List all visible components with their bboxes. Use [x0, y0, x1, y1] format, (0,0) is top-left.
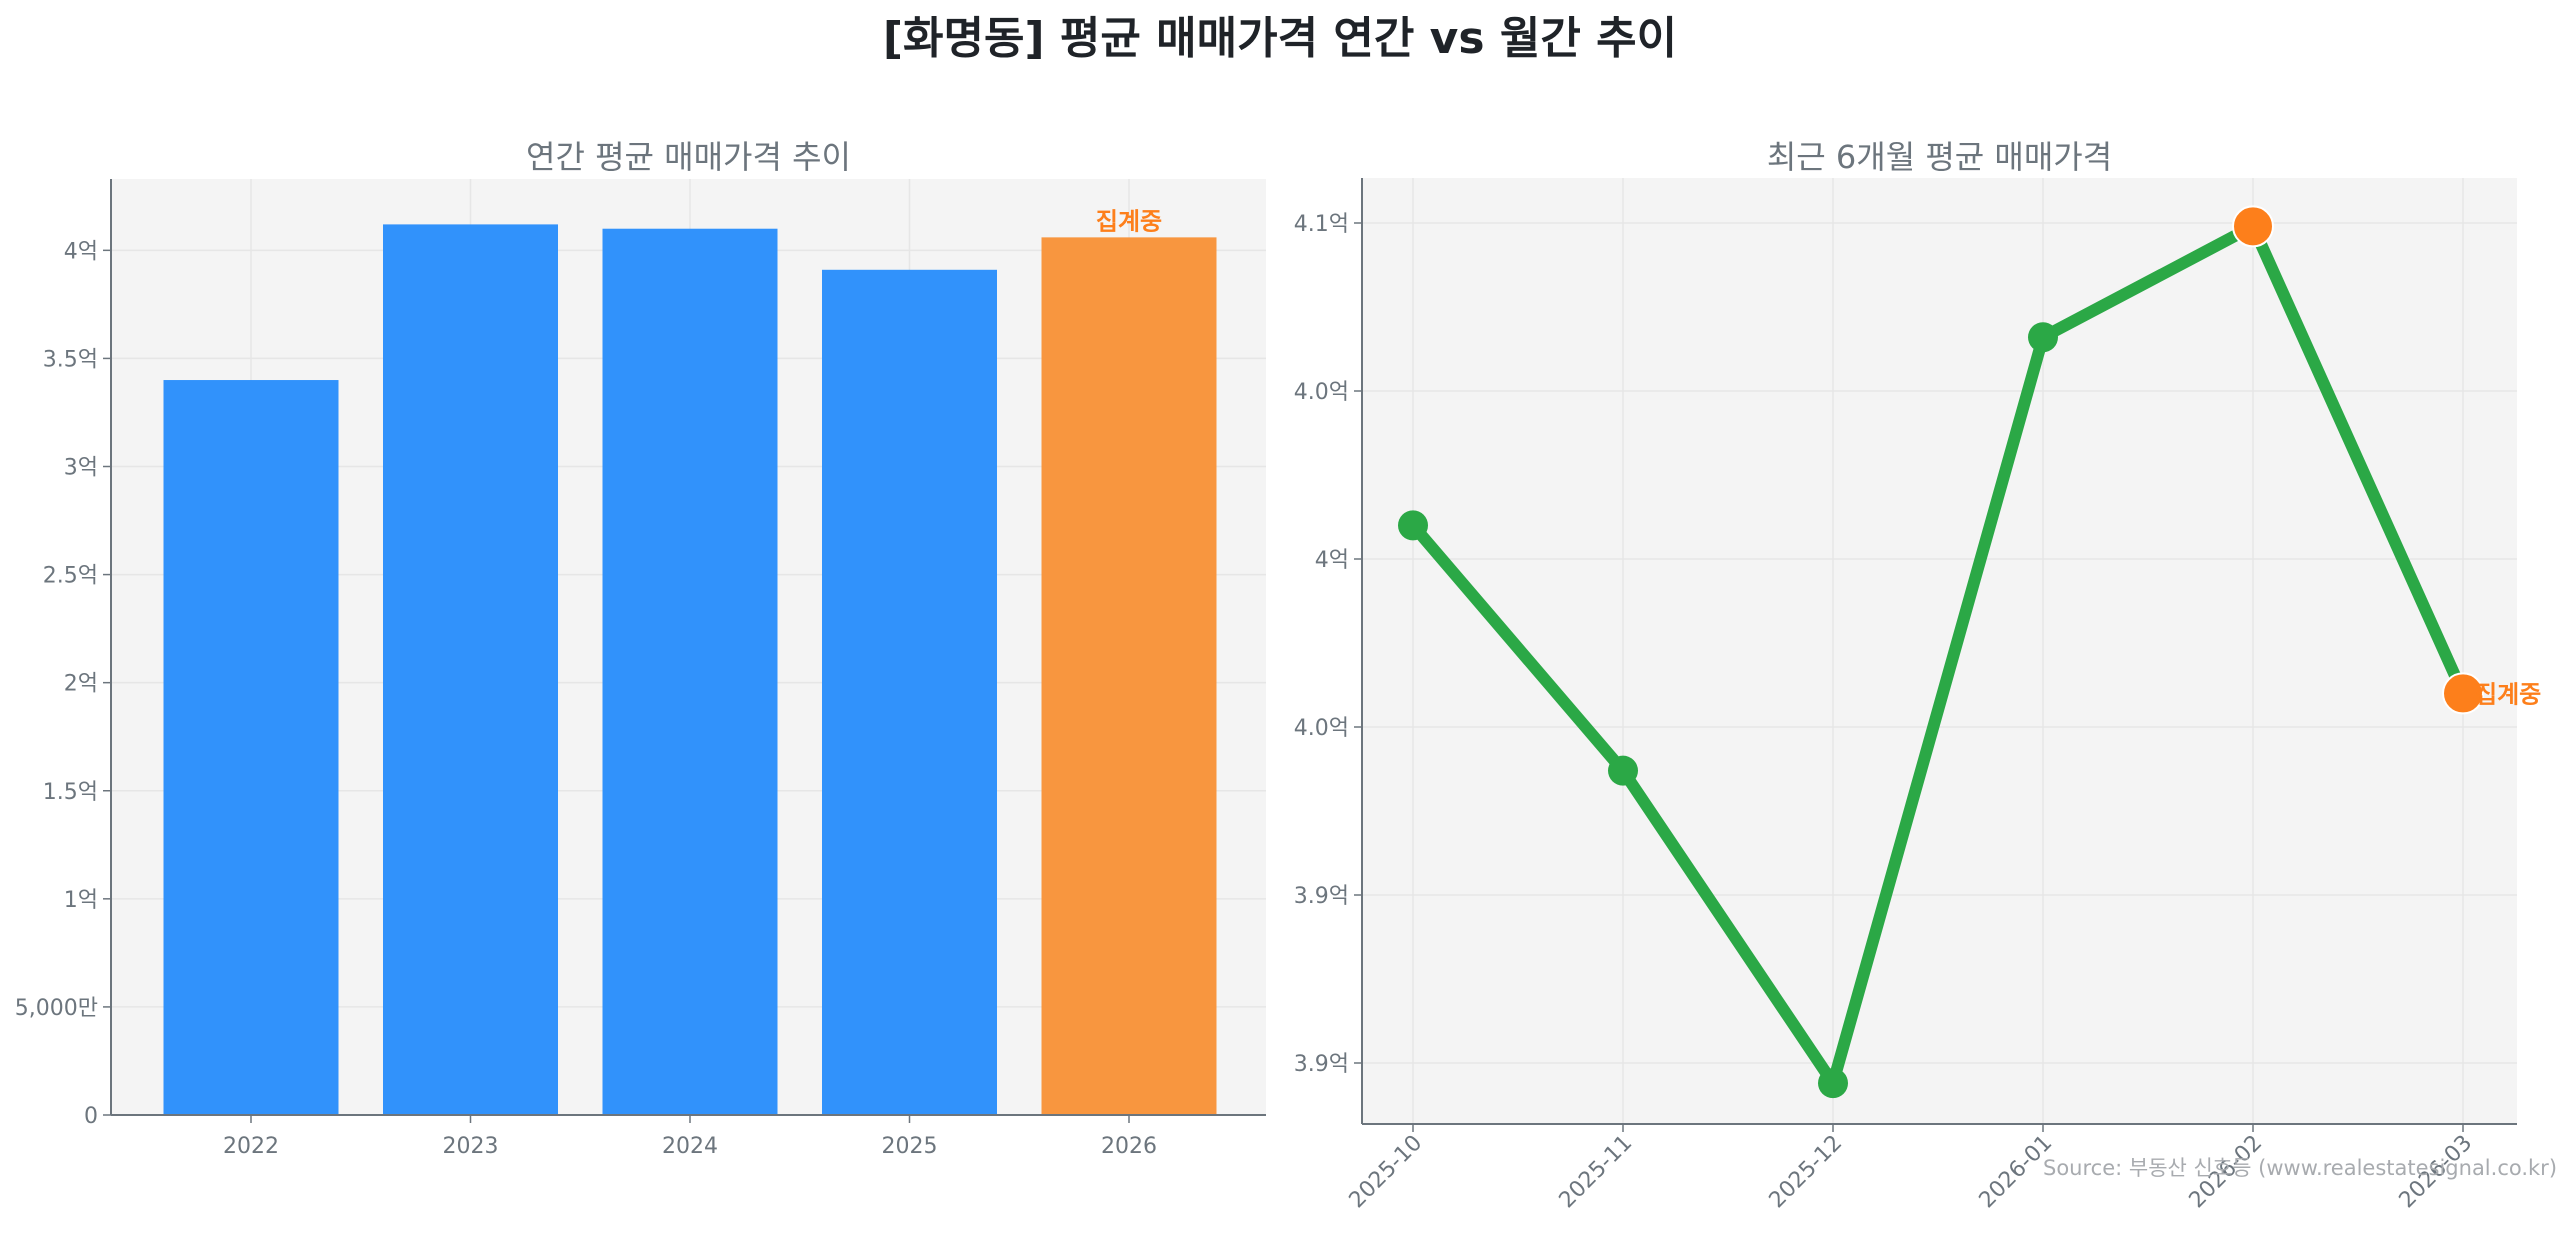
figure-title: [화명동] 평균 매매가격 연간 vs 월간 추이: [882, 13, 1678, 64]
x-tick-label: 2025-12: [1765, 1131, 1848, 1214]
monthly-plot-area: 집계중 3.9억 3.9억 4.0억 4억 4.0억 4.1억 2025-10 2025-11 2…: [1294, 178, 2541, 1213]
y-tick-label: 1억: [64, 888, 98, 913]
bar-2023: [383, 224, 558, 1116]
y-tick-label: 3.9억: [1294, 884, 1349, 909]
x-tick-label: 2024: [662, 1134, 718, 1159]
x-tick-label: 2025: [882, 1134, 938, 1159]
data-point-2026-02: [2232, 205, 2274, 248]
x-tick-label: 2022: [223, 1134, 279, 1159]
x-tick-label: 2025-11: [1555, 1131, 1638, 1214]
plot-background: [1362, 178, 2517, 1124]
y-tick-label: 3.5억: [43, 347, 98, 372]
bar-2024: [602, 228, 778, 1115]
y-tick-label: 1.5억: [43, 780, 98, 805]
y-tick-label: 4.1억: [1294, 212, 1349, 237]
y-tick-label: 3억: [64, 456, 98, 481]
data-point-2026-03: [2442, 672, 2484, 715]
annual-plot-area: 2022 2023 2024 2025 2026 집계중 0 5,000만 1억 1.5억 2억 2.…: [15, 179, 1266, 1159]
monthly-chart-title: 최근 6개월 평균 매매가격: [1766, 138, 2113, 176]
data-point-2025-12: [1818, 1068, 1848, 1099]
annual-chart-title: 연간 평균 매매가격 추이: [526, 138, 851, 176]
y-tick-label: 4.0억: [1294, 380, 1349, 405]
bar-2026: [1041, 237, 1217, 1116]
y-tick-label: 5,000만: [15, 996, 98, 1021]
bar-2025: [822, 269, 997, 1116]
data-point-2025-11: [1608, 755, 1638, 786]
y-tick-label: 2.5억: [43, 564, 98, 589]
data-point-2026-01: [2028, 322, 2058, 353]
y-tick-label: 2억: [64, 672, 98, 697]
x-tick-label: 2023: [443, 1134, 499, 1159]
x-tick-label: 2025-10: [1345, 1131, 1428, 1214]
y-tick-label: 4억: [64, 239, 98, 264]
in-progress-annotation: 집계중: [2475, 680, 2541, 708]
source-credit: Source: 부동산 신호등 (www.realestatesignal.co…: [2043, 1156, 2558, 1180]
data-point-2025-10: [1398, 510, 1428, 541]
price-line: [1408, 220, 2469, 1090]
y-tick-label: 0: [84, 1104, 98, 1129]
y-tick-label: 3.9억: [1294, 1052, 1349, 1077]
x-tick-label: 2026: [1101, 1134, 1157, 1159]
in-progress-annotation: 집계중: [1096, 207, 1162, 235]
bar-2022: [163, 380, 339, 1115]
y-tick-label: 4.0억: [1294, 716, 1349, 741]
y-tick-label: 4억: [1315, 548, 1349, 573]
